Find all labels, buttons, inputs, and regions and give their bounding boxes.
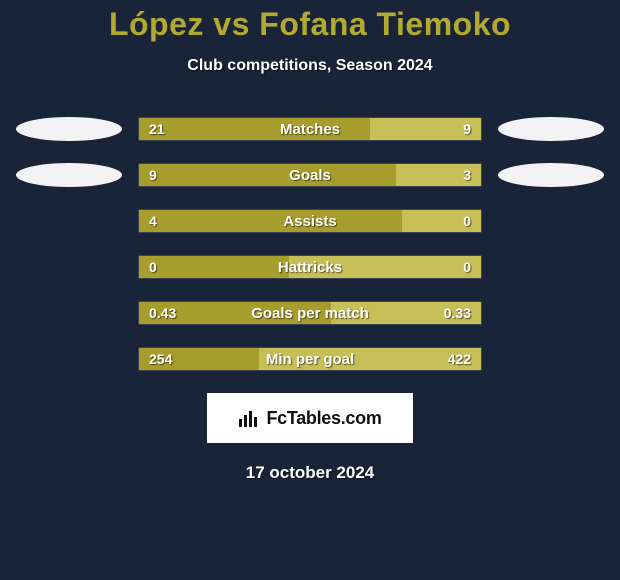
stat-bar-right-segment (289, 256, 481, 278)
stat-bar-right-segment (370, 118, 481, 140)
stat-bar-left-segment (139, 164, 396, 186)
stat-bar: 219Matches (138, 117, 482, 141)
stat-bar: 254422Min per goal (138, 347, 482, 371)
player-left-photo (16, 117, 122, 141)
stat-bar-right-segment (396, 164, 482, 186)
comparison-title: López vs Fofana Tiemoko (0, 6, 620, 43)
stat-bar-right-segment (259, 348, 481, 370)
stat-bar-right-segment (402, 210, 481, 232)
player-left-photo-slot (0, 163, 138, 187)
stat-bar: 40Assists (138, 209, 482, 233)
bars-icon (238, 409, 260, 427)
player-left-photo-slot (0, 117, 138, 141)
branding-badge: FcTables.com (207, 393, 413, 443)
stat-bar-left-segment (139, 348, 259, 370)
stat-bar: 0.430.33Goals per match (138, 301, 482, 325)
stats-chart: 219Matches 93Goals 40Assists 00Hattricks 0.4… (0, 117, 620, 371)
stat-bar-left-segment (139, 118, 370, 140)
player-right-photo-slot (482, 117, 620, 141)
stat-row: 0.430.33Goals per match (0, 301, 620, 325)
stat-row: 40Assists (0, 209, 620, 233)
branding-text: FcTables.com (266, 408, 381, 429)
stat-row: 93Goals (0, 163, 620, 187)
comparison-date: 17 october 2024 (0, 463, 620, 483)
player-right-photo (498, 117, 604, 141)
stat-bar-right-segment (331, 302, 481, 324)
stat-bar: 00Hattricks (138, 255, 482, 279)
stat-bar-left-segment (139, 302, 331, 324)
stat-bar-left-segment (139, 210, 402, 232)
player-right-photo (498, 163, 604, 187)
stat-row: 254422Min per goal (0, 347, 620, 371)
stat-row: 00Hattricks (0, 255, 620, 279)
stat-bar-left-segment (139, 256, 289, 278)
comparison-subtitle: Club competitions, Season 2024 (0, 57, 620, 75)
stat-row: 219Matches (0, 117, 620, 141)
player-right-photo-slot (482, 163, 620, 187)
stat-bar: 93Goals (138, 163, 482, 187)
player-left-photo (16, 163, 122, 187)
